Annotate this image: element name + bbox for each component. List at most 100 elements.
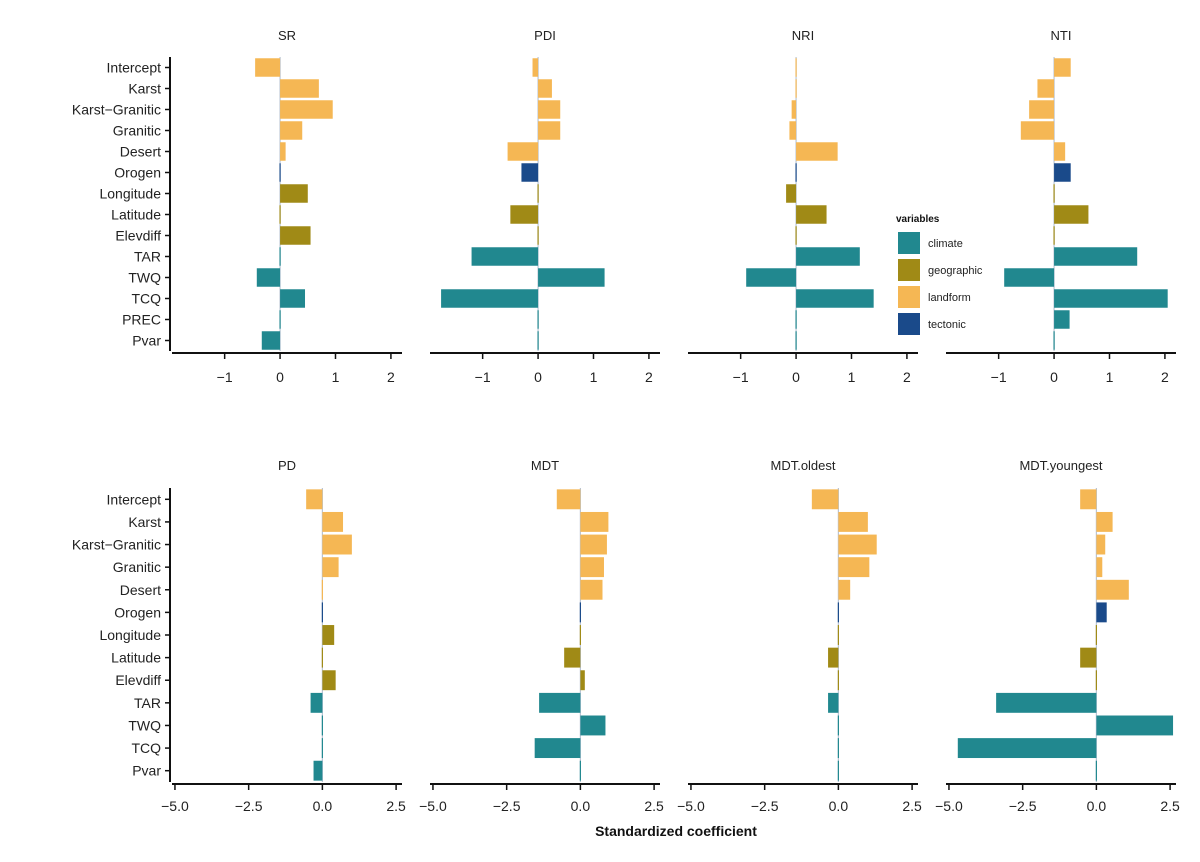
bar (537, 310, 539, 329)
bar (322, 557, 339, 578)
bar (507, 142, 539, 161)
x-tick-label: −2.5 (1009, 798, 1037, 814)
legend-title: variables (896, 214, 940, 225)
bar (1053, 226, 1055, 245)
bar (538, 79, 552, 98)
legend-key (898, 286, 920, 308)
bar (1095, 760, 1097, 781)
bar (1080, 647, 1097, 668)
bar (471, 247, 539, 266)
bar (837, 738, 839, 759)
bar (838, 534, 877, 555)
legend-key (898, 259, 920, 281)
bar (1096, 534, 1106, 555)
bar (1095, 670, 1097, 691)
bar (1095, 625, 1097, 645)
bar (837, 760, 839, 781)
y-tick-label: Intercept (107, 491, 162, 507)
bar (280, 121, 303, 140)
y-tick-label: Granitic (113, 123, 161, 139)
bar (580, 511, 609, 532)
bar (279, 247, 281, 266)
x-tick-label: 0.0 (571, 798, 591, 814)
x-tick-label: 1 (848, 369, 856, 385)
panel-title: PD (278, 458, 296, 473)
bar (539, 692, 581, 713)
bar (580, 557, 604, 578)
x-tick-label: −1 (475, 369, 491, 385)
bar (321, 647, 323, 668)
y-tick-label: TAR (134, 695, 161, 711)
y-tick-label: Desert (120, 144, 161, 160)
bar (796, 289, 874, 308)
x-tick-label: 0.0 (313, 798, 333, 814)
bar (532, 58, 539, 77)
y-tick-label: Orogen (114, 165, 161, 181)
bar (1096, 579, 1129, 600)
legend-key (898, 313, 920, 335)
panel-title: PDI (534, 28, 556, 43)
bar (1053, 331, 1055, 350)
x-tick-label: −1 (991, 369, 1007, 385)
bar (1096, 715, 1174, 736)
y-tick-label: Latitude (111, 650, 161, 666)
bar (510, 205, 539, 224)
x-tick-label: −5.0 (161, 798, 189, 814)
bar (280, 142, 286, 161)
bar (795, 226, 797, 245)
panel-title: MDT.youngest (1019, 458, 1102, 473)
y-tick-label: Karst (128, 514, 161, 530)
legend-label: climate (928, 238, 963, 250)
bar (261, 331, 281, 350)
x-tick-label: −2.5 (493, 798, 521, 814)
bar (795, 331, 797, 350)
bar (313, 760, 323, 781)
y-tick-label: TWQ (128, 717, 161, 733)
panel-title: MDT.oldest (770, 458, 835, 473)
bar (537, 226, 539, 245)
bar (280, 226, 311, 245)
bar (580, 534, 607, 555)
bar (1029, 100, 1055, 119)
bar (828, 692, 839, 713)
y-tick-label: Orogen (114, 604, 161, 620)
legend-label: landform (928, 292, 971, 304)
y-tick-label: Longitude (99, 186, 161, 202)
bar (1054, 310, 1070, 329)
x-tick-label: 2.5 (644, 798, 664, 814)
y-tick-label: Elevdiff (115, 672, 161, 688)
panel-title: SR (278, 28, 296, 43)
bar (838, 579, 851, 600)
legend-key (898, 232, 920, 254)
x-tick-label: 0.0 (829, 798, 849, 814)
y-tick-label: Pvar (132, 763, 161, 779)
bar (795, 310, 797, 329)
bar (256, 268, 281, 287)
legend-label: geographic (928, 265, 983, 277)
bar (441, 289, 539, 308)
bar (957, 738, 1097, 759)
x-tick-label: −2.5 (751, 798, 779, 814)
bar (837, 715, 839, 736)
bar (280, 289, 306, 308)
y-tick-label: TWQ (128, 270, 161, 286)
x-tick-label: −2.5 (235, 798, 263, 814)
bar (746, 268, 797, 287)
bar (1053, 184, 1055, 203)
bar (306, 489, 323, 510)
y-tick-label: Karst−Granitic (72, 537, 161, 553)
bar (1096, 602, 1107, 623)
x-tick-label: 0 (792, 369, 800, 385)
bar (837, 625, 839, 645)
bar (828, 647, 839, 668)
x-tick-label: 1 (1106, 369, 1114, 385)
bar (321, 738, 323, 759)
bar (1054, 205, 1089, 224)
bar (279, 163, 281, 182)
legend-label: tectonic (928, 319, 966, 331)
bar (1054, 142, 1066, 161)
bar (796, 247, 860, 266)
bar (796, 205, 827, 224)
bar (322, 625, 335, 645)
x-tick-label: −1 (733, 369, 749, 385)
